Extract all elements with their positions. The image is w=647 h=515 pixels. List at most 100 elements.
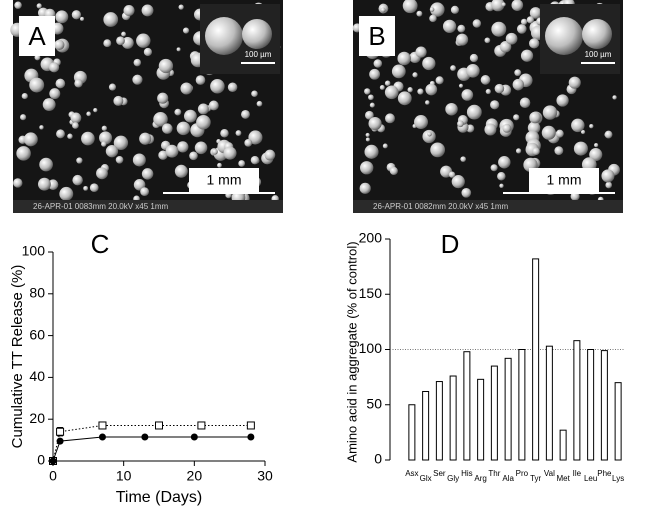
particle [143,47,153,57]
particle [497,172,506,181]
particle [133,179,146,191]
particle [589,148,603,162]
y-tick-label: 100 [359,340,383,356]
x-tick-label: 20 [187,468,203,484]
particle [472,19,482,28]
particle [491,0,505,12]
particle [397,91,412,106]
particle [457,24,466,33]
y-tick-label: 0 [374,451,382,467]
particle [103,39,112,48]
particle [176,121,191,136]
particle [516,24,527,34]
particle [189,151,198,161]
y-axis-label: Amino acid in aggregate (% of control) [344,241,359,462]
particle [158,58,174,74]
bar [408,404,416,461]
particle [555,129,564,138]
particle [223,146,237,160]
x-tick-label: Leu [584,474,597,483]
particle [384,85,399,100]
x-tick-label: Asx [405,469,418,478]
particle [39,157,53,172]
y-tick-label: 60 [29,326,45,342]
particle [601,169,615,183]
marker [56,427,65,436]
particle [417,88,424,95]
particle [526,16,534,24]
x-tick-label: His [461,469,473,478]
particle [211,148,218,155]
x-tick-label: Gly [447,474,459,483]
particle [499,183,504,188]
particle [429,7,435,12]
bar [587,349,595,461]
particle [461,187,472,198]
particle [365,110,374,120]
particle [194,141,208,155]
particle [612,95,617,100]
particle [458,83,464,88]
particle [498,156,511,169]
particle [368,94,374,101]
bar [559,429,567,461]
particle [501,2,506,7]
particle [101,125,108,131]
particle [568,76,581,89]
bar [600,350,608,461]
particle [391,64,406,79]
x-tick-label: Phe [597,469,612,478]
particle [448,171,456,178]
marker [247,433,255,441]
particle [165,144,179,158]
bar [545,345,553,461]
bar [477,378,485,461]
particle [513,114,520,121]
particle [425,83,438,96]
particle [59,186,74,201]
particle [460,156,467,162]
particle [157,92,169,104]
particle [217,162,222,168]
particle [20,114,27,121]
series-line [52,436,251,462]
particle [369,102,375,108]
particle [360,161,374,175]
x-tick-label: Arg [474,474,486,483]
particle [16,146,31,161]
particle [514,69,522,77]
particle [176,47,181,52]
particle [605,181,613,189]
particle [402,0,418,14]
particle [425,100,430,105]
marker [98,421,107,430]
particle [113,95,124,106]
x-tick-label: 30 [257,468,273,484]
particle [180,82,193,95]
x-axis-label: Time (Days) [116,489,203,506]
particle [494,83,505,94]
particle [484,37,491,44]
particle [451,175,465,189]
particle [235,130,242,136]
particle [519,97,531,108]
marker [56,437,64,445]
particle [604,130,613,139]
particle [589,123,594,129]
marker [155,421,163,430]
particle [14,1,22,9]
footer-band [353,200,623,213]
series-line [52,424,251,462]
particle [491,21,507,37]
particle [542,105,558,120]
particle [29,77,45,93]
particle [56,129,65,139]
particle [238,160,246,167]
scale-box [529,168,599,192]
particle [141,168,154,180]
y-tick-label: 200 [359,230,383,246]
marker [49,457,57,465]
panel-label-box [359,16,395,56]
particle [123,4,135,17]
marker [197,421,206,430]
